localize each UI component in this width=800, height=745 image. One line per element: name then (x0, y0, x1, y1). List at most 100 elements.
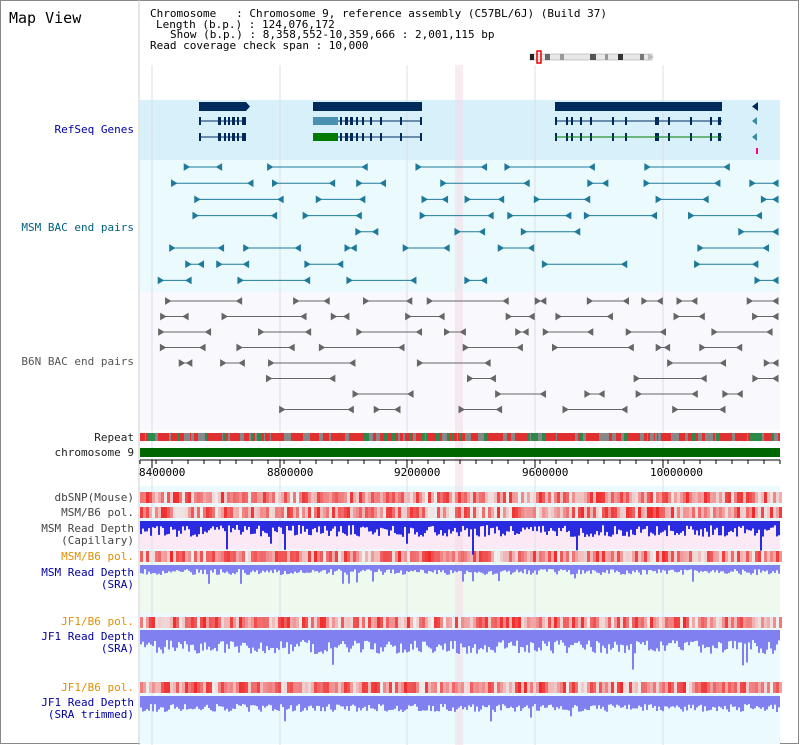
msm-pol2-cell (446, 551, 449, 562)
capillary-depth-bar (302, 521, 304, 526)
jf1-pol2-cell (491, 682, 494, 693)
dbsnp-cell (269, 492, 272, 503)
msm-sra-depth-bar (726, 565, 728, 574)
repeat-segment (452, 433, 454, 441)
capillary-depth-bar (658, 521, 660, 535)
jf1-pol2-cell (485, 682, 488, 693)
jf1-depth-bar (474, 630, 476, 645)
jf1-pol-cell (719, 617, 722, 628)
jf1-trim-depth-bar (526, 696, 528, 706)
repeat-segment (774, 433, 778, 441)
msm-sra-depth-bar (512, 565, 514, 573)
jf1-pol-cell (701, 617, 704, 628)
jf1-pol-cell (389, 617, 392, 628)
jf1-trim-depth-bar (424, 696, 426, 711)
repeat-segment (369, 433, 370, 441)
msm-pol-cell (740, 507, 743, 518)
jf1-depth-bar (350, 630, 352, 649)
jf1-trim-depth-bar (706, 696, 708, 711)
jf1-trim-depth-bar (358, 696, 360, 708)
b6n-bac-end (625, 328, 633, 336)
track-label-refseq[interactable]: RefSeq Genes (54, 123, 134, 136)
jf1-depth-bar (464, 630, 466, 648)
jf1-pol2-cell (659, 682, 662, 693)
jf1-pol-cell (746, 617, 749, 628)
jf1-depth-bar (296, 630, 298, 644)
msm-pol-cell (353, 507, 356, 518)
jf1-pol2-cell (488, 682, 491, 693)
jf1-pol-cell (689, 617, 692, 628)
dbsnp-cell (422, 492, 425, 503)
msm-sra-depth-bar (558, 565, 560, 571)
repeat-segment (669, 433, 671, 441)
repeat-segment (471, 433, 473, 441)
capillary-depth-bar (706, 521, 708, 532)
msm-pol2-cell (575, 551, 578, 562)
exon (224, 117, 226, 125)
capillary-depth-bar (514, 521, 516, 535)
jf1-pol2-cell (467, 682, 470, 693)
jf1-trim-depth-bar (228, 696, 230, 712)
jf1-trim-depth-bar (620, 696, 622, 708)
repeat-segment (314, 433, 315, 441)
jf1-depth-bar (380, 630, 382, 648)
jf1-trim-depth-bar (346, 696, 348, 707)
dbsnp-cell (578, 492, 581, 503)
track-label-msm-bac[interactable]: MSM BAC end pairs (21, 221, 134, 234)
jf1-depth-bar (428, 630, 430, 648)
jf1-trim-depth-bar (364, 696, 366, 707)
jf1-trim-depth-bar (222, 696, 224, 707)
dbsnp-cell (221, 492, 224, 503)
jf1-depth-bar (216, 630, 218, 652)
jf1-depth-bar (710, 630, 712, 654)
jf1-trim-depth-bar (616, 696, 618, 705)
dbsnp-cell (542, 492, 545, 503)
track-label-b6n-bac[interactable]: B6N BAC end pairs (21, 355, 134, 368)
msm-sra-depth-bar (436, 565, 438, 575)
dbsnp-cell (230, 492, 233, 503)
repeat-segment (230, 433, 231, 441)
jf1-trim-depth-bar (482, 696, 484, 706)
transcript-arrow (752, 133, 757, 141)
msm-sra-depth-bar (620, 565, 622, 575)
capillary-depth-bar (534, 521, 536, 527)
jf1-pol-cell (626, 617, 629, 628)
repeat-segment (702, 433, 705, 441)
jf1-trim-depth-bar (512, 696, 514, 708)
jf1-depth-bar (604, 630, 606, 649)
jf1-trim-depth-bar (366, 696, 368, 711)
repeat-segment (398, 433, 400, 441)
msm-bac-end (650, 211, 658, 220)
dbsnp-cell (398, 492, 401, 503)
jf1-pol-cell (452, 617, 455, 628)
msm-bac-end (507, 211, 514, 220)
jf1-pol2-cell (716, 682, 719, 693)
jf1-pol-cell (275, 617, 278, 628)
jf1-trim-depth-bar (702, 696, 704, 712)
jf1-pol-cell (296, 617, 299, 628)
jf1-trim-depth-bar (232, 696, 234, 709)
dbsnp-cell (527, 492, 530, 503)
jf1-depth-bar (472, 630, 474, 648)
dbsnp-cell (347, 492, 350, 503)
jf1-trim-depth-bar (306, 696, 308, 711)
msm-pol2-cell (527, 551, 530, 562)
jf1-pol2-cell (596, 682, 599, 693)
jf1-pol2-cell (143, 682, 146, 693)
repeat-segment (265, 433, 266, 441)
repeat-segment (328, 433, 329, 441)
jf1-trim-depth-bar (144, 696, 146, 711)
capillary-depth-bar (364, 521, 366, 528)
jf1-pol2-cell (197, 682, 200, 693)
msm-pol-cell (218, 507, 221, 518)
dbsnp-cell (374, 492, 377, 503)
jf1-depth-bar (616, 630, 618, 645)
capillary-depth-bar (672, 521, 674, 532)
jf1-pol-cell (608, 617, 611, 628)
msm-sra-depth-bar (444, 565, 446, 574)
msm-sra-depth-bar (688, 565, 690, 570)
msm-pol-cell (479, 507, 482, 518)
jf1-depth-bar (434, 630, 436, 652)
msm-sra-depth-bar (474, 565, 476, 572)
